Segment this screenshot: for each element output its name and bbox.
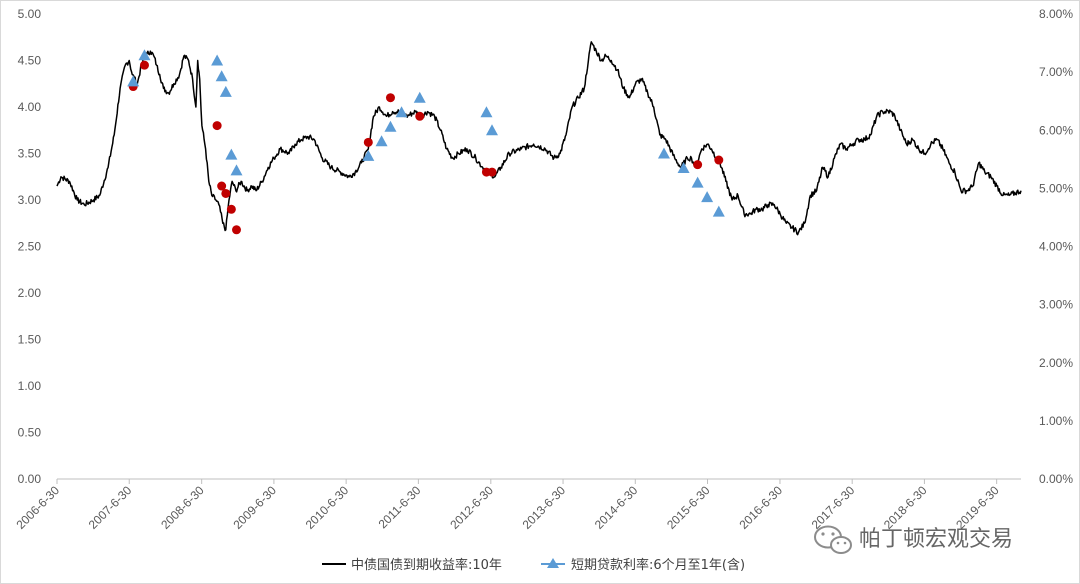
wechat-icon — [814, 525, 852, 554]
x-tick-label: 2009-6-30 — [230, 483, 279, 532]
left-y-tick-label: 2.00 — [18, 286, 42, 300]
x-tick-label: 2017-6-30 — [809, 483, 858, 532]
loan-rate-marker — [375, 135, 388, 147]
loan-rate-marker — [230, 164, 243, 176]
right-y-tick-label: 5.00% — [1039, 181, 1073, 195]
x-tick-label: 2019-6-30 — [953, 483, 1002, 532]
loan-rate-marker — [138, 49, 151, 61]
watermark-text: 帕丁顿宏观交易 — [859, 527, 1013, 552]
plot-area — [56, 41, 1022, 236]
highlight-dot — [226, 204, 236, 214]
x-tick-label: 2016-6-30 — [736, 483, 785, 532]
x-tick-label: 2006-6-30 — [14, 483, 63, 532]
loan-rate-marker — [362, 149, 375, 161]
loan-rate-marker — [691, 176, 704, 188]
x-tick-label: 2010-6-30 — [303, 483, 352, 532]
left-y-tick-label: 5.00 — [18, 7, 42, 21]
highlight-dot — [363, 137, 373, 147]
loan-rate-marker — [219, 85, 232, 97]
watermark: 帕丁顿宏观交易 — [814, 525, 1013, 554]
highlight-dot — [232, 225, 242, 235]
highlight-dot — [714, 155, 724, 165]
loan-rate-marker — [677, 162, 690, 174]
x-tick-label: 2014-6-30 — [592, 483, 641, 532]
legend: 中债国债到期收益率:10年 短期贷款利率:6个月至1年(含) — [322, 557, 745, 573]
right-y-axis: 0.00% 1.00% 2.00% 3.00% 4.00% 5.00% 6.00% 7.00%… — [1039, 7, 1073, 486]
loan-rate-marker — [215, 70, 228, 82]
x-tick-label: 2012-6-30 — [447, 483, 496, 532]
legend-label-yield: 中债国债到期收益率:10年 — [351, 557, 502, 573]
highlight-dot — [415, 111, 425, 121]
legend-triangle-swatch — [547, 558, 559, 568]
x-tick-label: 2011-6-30 — [376, 483, 424, 531]
x-tick-label: 2007-6-30 — [86, 483, 135, 532]
highlight-dot — [221, 188, 231, 198]
yield-series-line — [56, 41, 1022, 236]
right-y-tick-label: 2.00% — [1039, 356, 1073, 370]
right-y-tick-label: 3.00% — [1039, 298, 1073, 312]
highlight-dot — [487, 167, 497, 177]
loan-rate-marker — [485, 124, 498, 136]
loan-rate-marker — [657, 147, 670, 159]
left-y-tick-label: 1.50 — [18, 333, 42, 347]
x-tick-label: 2013-6-30 — [520, 483, 569, 532]
highlight-dot — [693, 160, 703, 170]
highlight-dot — [212, 121, 222, 131]
left-y-tick-label: 4.00 — [18, 100, 42, 114]
loan-rate-marker — [127, 75, 140, 87]
highlight-dot — [217, 181, 227, 191]
right-y-tick-label: 7.00% — [1039, 65, 1073, 79]
highlight-dot — [385, 93, 395, 103]
left-y-tick-label: 0.50 — [18, 426, 42, 440]
loan-rate-marker — [712, 205, 725, 217]
loan-rate-marker — [480, 106, 493, 118]
loan-rate-marker — [384, 120, 397, 132]
highlight-dot — [139, 60, 149, 70]
loan-rate-marker — [701, 191, 714, 203]
loan-rate-marker — [413, 91, 426, 103]
left-y-tick-label: 3.50 — [18, 147, 42, 161]
x-axis: 2006-6-30 2007-6-30 2008-6-30 2009-6-30 2010… — [14, 478, 1021, 532]
loan-rate-marker — [211, 54, 224, 66]
loan-rate-marker — [225, 148, 238, 160]
right-y-tick-label: 0.00% — [1039, 472, 1073, 486]
legend-label-loan-rate: 短期贷款利率:6个月至1年(含) — [571, 557, 745, 573]
x-tick-label: 2015-6-30 — [664, 483, 713, 532]
x-tick-label: 2008-6-30 — [158, 483, 207, 532]
left-y-tick-label: 4.50 — [18, 54, 42, 68]
loan-rate-marker — [395, 106, 408, 118]
left-y-tick-label: 0.00 — [18, 472, 42, 486]
x-tick-label: 2018-6-30 — [881, 483, 930, 532]
right-y-tick-label: 8.00% — [1039, 7, 1073, 21]
right-y-tick-label: 6.00% — [1039, 123, 1073, 137]
left-y-tick-label: 1.00 — [18, 379, 42, 393]
right-y-tick-label: 4.00% — [1039, 240, 1073, 254]
left-y-tick-label: 3.00 — [18, 193, 42, 207]
right-y-tick-label: 1.00% — [1039, 414, 1073, 428]
left-y-axis: 0.00 0.50 1.00 1.50 2.00 2.50 3.00 3.50 4.00 4.50… — [18, 7, 42, 486]
left-y-tick-label: 2.50 — [18, 240, 42, 254]
